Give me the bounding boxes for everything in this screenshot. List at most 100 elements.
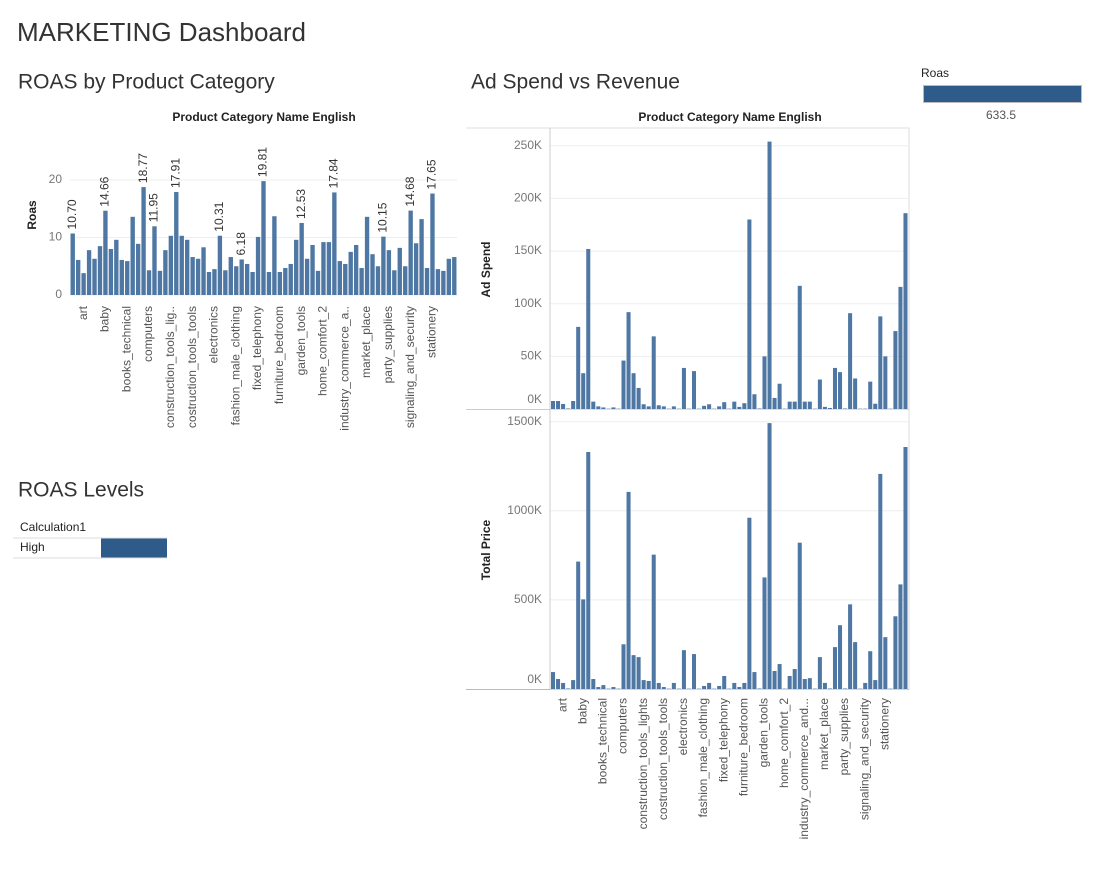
bar xyxy=(838,372,843,409)
y-tick-label: 0K xyxy=(527,672,542,686)
bar xyxy=(446,258,452,295)
y-axis-label: Ad Spend xyxy=(479,242,493,298)
bar xyxy=(737,406,742,409)
bar xyxy=(621,360,626,409)
bar xyxy=(732,401,737,409)
bar xyxy=(893,616,898,689)
y-tick-label: 0K xyxy=(527,392,542,406)
bar xyxy=(626,312,631,409)
x-tick-label: home_comfort_2 xyxy=(316,306,330,396)
bar xyxy=(185,239,190,295)
x-tick-label: electronics xyxy=(676,698,690,755)
x-tick-label: signaling_and_security xyxy=(857,698,871,820)
bar xyxy=(671,406,676,409)
sheet-title: ROAS Levels xyxy=(18,479,144,502)
sheet-title: Ad Spend vs Revenue xyxy=(471,71,680,94)
bar xyxy=(787,401,792,409)
bar xyxy=(691,654,697,689)
bar xyxy=(288,263,293,295)
bar xyxy=(681,367,686,409)
bar xyxy=(747,517,752,689)
bar xyxy=(732,682,737,689)
bar xyxy=(135,243,141,295)
x-tick-label: industry_commerce_and... xyxy=(797,698,811,839)
bar xyxy=(108,249,114,295)
bar xyxy=(348,251,353,295)
bar xyxy=(611,407,616,409)
bar xyxy=(190,257,195,295)
bar xyxy=(381,236,386,295)
bar xyxy=(201,247,206,295)
x-tick-label: party_supplies xyxy=(381,306,395,383)
x-tick-label: costruction_tools_tools xyxy=(656,698,670,820)
data-label: 19.81 xyxy=(256,147,270,177)
x-tick-label: furniture_bedroom xyxy=(272,306,286,404)
bar xyxy=(551,400,556,409)
bar xyxy=(435,269,441,295)
bar xyxy=(130,216,135,295)
bar xyxy=(419,219,424,295)
x-tick-label: construction_tools_lights xyxy=(636,698,650,829)
data-label: 17.91 xyxy=(168,158,182,188)
bar xyxy=(223,270,228,295)
bar xyxy=(370,254,375,295)
bar xyxy=(157,270,163,295)
bar xyxy=(255,236,261,295)
bar xyxy=(807,678,812,689)
bar xyxy=(646,680,651,689)
bar xyxy=(742,403,747,409)
bar xyxy=(878,316,883,409)
bar xyxy=(762,356,767,409)
bar xyxy=(641,680,646,689)
sheet-title: ROAS by Product Category xyxy=(18,71,275,94)
bar xyxy=(277,272,283,295)
data-label: 6.18 xyxy=(234,232,248,256)
bar xyxy=(103,210,108,295)
bar xyxy=(212,269,217,295)
bar xyxy=(752,394,757,409)
bar xyxy=(571,400,576,409)
bar xyxy=(656,405,661,409)
bar xyxy=(898,584,903,689)
bar xyxy=(873,403,878,409)
data-label: 18.77 xyxy=(136,153,150,183)
bar xyxy=(737,687,742,689)
bar xyxy=(822,406,827,409)
bar xyxy=(832,367,838,409)
bar xyxy=(792,401,797,409)
bar xyxy=(893,331,898,409)
bar xyxy=(702,685,707,689)
column-header: Product Category Name English xyxy=(638,110,821,124)
bar xyxy=(898,286,903,409)
bar xyxy=(397,247,402,295)
bar xyxy=(304,258,310,295)
bar xyxy=(702,405,707,409)
x-tick-label: fixed_telephony xyxy=(716,698,730,782)
bar xyxy=(868,651,873,689)
bar xyxy=(408,210,413,295)
bar xyxy=(848,604,853,689)
bar xyxy=(261,181,266,295)
bar xyxy=(114,239,119,295)
bar xyxy=(92,258,97,295)
bar xyxy=(631,373,636,409)
bar xyxy=(283,267,288,295)
x-tick-label: books_technical xyxy=(596,698,610,784)
bar xyxy=(163,250,168,295)
bar xyxy=(636,387,641,409)
bar xyxy=(353,244,359,295)
bar xyxy=(321,242,326,295)
bar xyxy=(561,682,566,689)
bar xyxy=(848,313,853,409)
bar xyxy=(571,680,576,689)
bar xyxy=(141,187,146,295)
bar xyxy=(757,408,762,409)
bar xyxy=(424,267,430,295)
x-tick-label: fashion_male_clothing xyxy=(696,698,710,817)
bar xyxy=(566,688,571,689)
bar xyxy=(651,336,656,409)
bar xyxy=(626,491,631,689)
bar xyxy=(125,261,130,295)
bar xyxy=(787,675,792,689)
